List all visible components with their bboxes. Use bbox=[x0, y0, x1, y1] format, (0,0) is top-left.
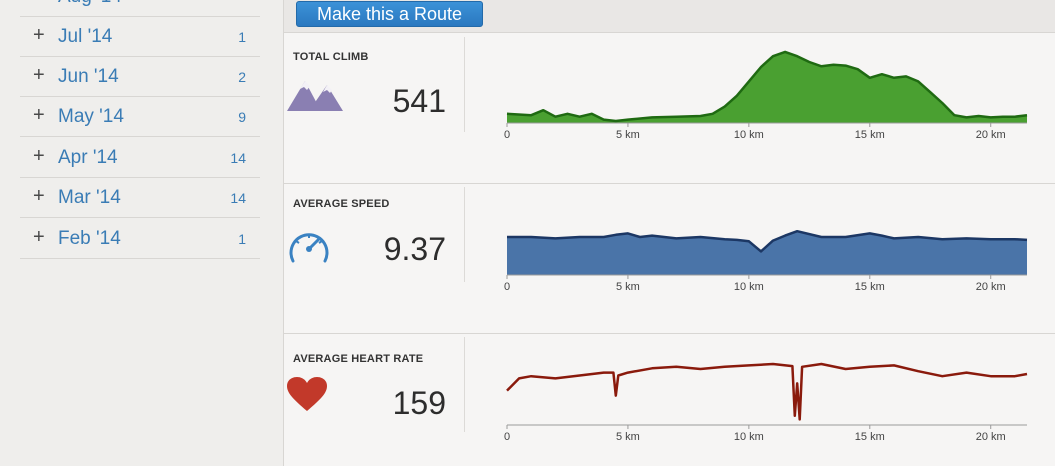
month-row[interactable]: + Aug '14 bbox=[20, 0, 260, 17]
stat-block: TOTAL CLIMB 541 0 5 km 10 km 15 km 20 km bbox=[284, 33, 1055, 183]
month-label[interactable]: Jul '14 bbox=[58, 26, 113, 47]
x-tick-label: 5 km bbox=[616, 431, 640, 443]
stat-value: 159 bbox=[392, 385, 446, 421]
series-area bbox=[507, 51, 1027, 123]
x-tick-label: 0 bbox=[504, 431, 510, 443]
x-tick-label: 15 km bbox=[855, 431, 885, 443]
expand-icon[interactable]: + bbox=[33, 104, 45, 126]
x-tick-label: 5 km bbox=[616, 129, 640, 141]
series-line bbox=[506, 362, 1028, 421]
vertical-divider bbox=[464, 187, 465, 282]
chart-svg: 0 5 km 10 km 15 km 20 km bbox=[504, 229, 1028, 293]
x-tick-label: 15 km bbox=[855, 281, 885, 293]
vertical-divider bbox=[464, 337, 465, 432]
stat-title: AVERAGE SPEED bbox=[293, 198, 390, 210]
x-tick-label: 20 km bbox=[976, 431, 1006, 443]
month-row[interactable]: + Jul '14 1 bbox=[20, 17, 260, 57]
expand-icon[interactable]: + bbox=[33, 185, 45, 207]
month-label[interactable]: May '14 bbox=[58, 106, 124, 127]
expand-icon[interactable]: + bbox=[33, 0, 45, 5]
month-label[interactable]: Feb '14 bbox=[58, 228, 121, 249]
activity-count: 1 bbox=[238, 231, 246, 247]
stat-block: AVERAGE HEART RATE 159 0 5 km 10 km 15 km 20 k… bbox=[284, 333, 1055, 466]
expand-icon[interactable]: + bbox=[33, 24, 45, 46]
activity-count: 1 bbox=[238, 29, 246, 45]
expand-icon[interactable]: + bbox=[33, 64, 45, 86]
vertical-divider bbox=[464, 37, 465, 132]
x-tick-label: 20 km bbox=[976, 281, 1006, 293]
expand-icon[interactable]: + bbox=[33, 226, 45, 248]
month-row[interactable]: + Jun '14 2 bbox=[20, 57, 260, 97]
month-label[interactable]: Apr '14 bbox=[58, 147, 118, 168]
series-area bbox=[507, 231, 1027, 275]
chart-svg: 0 5 km 10 km 15 km 20 km bbox=[504, 50, 1028, 141]
activity-count: 9 bbox=[238, 109, 246, 125]
month-row[interactable]: + May '14 9 bbox=[20, 97, 260, 137]
stat-title: TOTAL CLIMB bbox=[293, 51, 369, 63]
x-tick-label: 20 km bbox=[976, 129, 1006, 141]
make-route-button[interactable]: Make this a Route bbox=[296, 1, 483, 27]
month-label[interactable]: Aug '14 bbox=[58, 0, 122, 8]
x-tick-label: 10 km bbox=[734, 431, 764, 443]
section-divider bbox=[284, 183, 1055, 184]
activity-summary-panel: Make this a Route TOTAL CLIMB 541 0 5 km 10 … bbox=[283, 0, 1055, 466]
x-tick-label: 0 bbox=[504, 129, 510, 141]
month-row[interactable]: + Mar '14 14 bbox=[20, 178, 260, 218]
activity-count: 2 bbox=[238, 69, 246, 85]
series-line bbox=[506, 50, 1028, 123]
series-line bbox=[507, 229, 1028, 253]
stat-title: AVERAGE HEART RATE bbox=[293, 353, 424, 365]
elevation-chart: 0 5 km 10 km 15 km 20 km bbox=[494, 193, 1044, 293]
section-divider bbox=[284, 333, 1055, 334]
month-row[interactable]: + Apr '14 14 bbox=[20, 138, 260, 178]
x-tick-label: 0 bbox=[504, 281, 510, 293]
activity-count: 14 bbox=[230, 150, 246, 166]
activity-count: 14 bbox=[230, 190, 246, 206]
month-row[interactable]: + Feb '14 1 bbox=[20, 219, 260, 259]
elevation-chart: 0 5 km 10 km 15 km 20 km bbox=[494, 41, 1044, 141]
month-label[interactable]: Mar '14 bbox=[58, 187, 121, 208]
heart-icon bbox=[287, 377, 327, 418]
x-tick-label: 10 km bbox=[734, 281, 764, 293]
month-label[interactable]: Jun '14 bbox=[58, 66, 119, 87]
stat-value: 9.37 bbox=[383, 231, 446, 267]
elevation-chart: 0 5 km 10 km 15 km 20 km bbox=[494, 343, 1044, 443]
mountain-icon bbox=[287, 75, 343, 118]
x-tick-label: 5 km bbox=[616, 281, 640, 293]
speedometer-icon bbox=[287, 227, 331, 272]
chart-svg: 0 5 km 10 km 15 km 20 km bbox=[504, 362, 1028, 443]
stat-block: AVERAGE SPEED 9.37 0 5 km 10 km 15 km 20 km bbox=[284, 183, 1055, 333]
expand-icon[interactable]: + bbox=[33, 145, 45, 167]
stat-value: 541 bbox=[392, 83, 446, 119]
toolbar: Make this a Route bbox=[284, 0, 1055, 33]
x-tick-label: 10 km bbox=[734, 129, 764, 141]
x-tick-label: 15 km bbox=[855, 129, 885, 141]
